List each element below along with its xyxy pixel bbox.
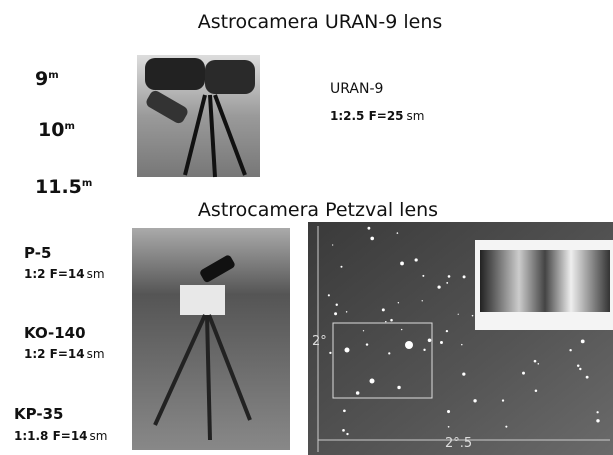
magnitude-sup: m	[48, 70, 58, 81]
star	[363, 330, 364, 331]
star	[423, 349, 425, 351]
star	[367, 227, 370, 230]
uran-name: URAN-9	[330, 81, 383, 97]
star	[428, 339, 432, 343]
star	[522, 372, 525, 375]
magnitude-value: 11.5	[35, 176, 82, 198]
magnitude: 9m	[35, 68, 59, 90]
star	[385, 321, 386, 322]
star	[398, 302, 399, 303]
star	[596, 411, 598, 413]
spec-unit: sm	[407, 109, 425, 123]
star	[577, 364, 579, 366]
star-field	[308, 222, 613, 455]
star	[370, 237, 374, 241]
spec-value: 1:2 F=14	[24, 347, 85, 361]
spec-value: 1:1.8 F=14	[14, 429, 88, 443]
lens-name: P-5	[24, 244, 51, 262]
magnitude: 11.5m	[35, 176, 92, 198]
slide: Astrocamera URAN-9 lens 9m 10m 11.5m URA…	[0, 0, 613, 455]
magnitude-sup: m	[64, 121, 74, 132]
star	[448, 275, 451, 278]
star	[461, 344, 463, 346]
star	[422, 275, 424, 277]
star	[446, 330, 448, 332]
spec-value: 1:2 F=14	[24, 267, 85, 281]
star	[440, 341, 443, 344]
magnitude-value: 9	[35, 68, 48, 90]
star	[334, 312, 337, 315]
spec-value: 1:2.5 F=25	[330, 109, 404, 123]
star	[346, 311, 347, 312]
spec-unit: sm	[90, 429, 108, 443]
title: Astrocamera URAN-9 lens	[198, 11, 443, 33]
star	[356, 391, 360, 395]
star	[579, 368, 581, 370]
star	[472, 315, 474, 317]
star	[473, 399, 476, 402]
star	[366, 343, 368, 345]
star	[390, 319, 393, 322]
star	[328, 294, 330, 296]
star	[534, 360, 537, 363]
star	[422, 300, 423, 301]
field-height: 2°	[312, 334, 327, 349]
spec-unit: sm	[87, 267, 105, 281]
star	[446, 282, 448, 284]
spec-unit: sm	[87, 347, 105, 361]
field-width: 2°.5	[445, 436, 472, 451]
star	[462, 373, 465, 376]
star	[458, 314, 459, 315]
star	[415, 258, 418, 261]
star	[343, 409, 346, 412]
lens-name: KP-35	[14, 405, 63, 423]
magnitude-value: 10	[38, 119, 64, 141]
star	[535, 389, 538, 392]
star	[400, 262, 404, 266]
magnitude-sup: m	[82, 178, 92, 189]
star	[382, 308, 385, 311]
star	[505, 426, 507, 428]
star	[448, 426, 450, 428]
petzval-photo	[132, 228, 290, 450]
star	[596, 419, 599, 422]
star	[397, 386, 400, 389]
subtitle: Astrocamera Petzval lens	[198, 199, 438, 221]
star	[329, 352, 331, 354]
star	[401, 329, 402, 330]
star	[397, 232, 399, 234]
star	[336, 304, 338, 306]
star	[342, 429, 345, 432]
star	[332, 244, 333, 245]
lens-name: KO-140	[24, 324, 86, 342]
star	[463, 275, 466, 278]
star	[586, 376, 589, 379]
star	[437, 286, 440, 289]
star	[388, 352, 390, 354]
star	[538, 363, 540, 365]
star	[581, 339, 585, 343]
star	[502, 399, 504, 401]
star	[346, 433, 348, 435]
uran-photo	[137, 55, 260, 177]
magnitude: 10m	[38, 119, 75, 141]
star	[569, 349, 571, 351]
star	[340, 266, 342, 268]
star	[447, 410, 450, 413]
